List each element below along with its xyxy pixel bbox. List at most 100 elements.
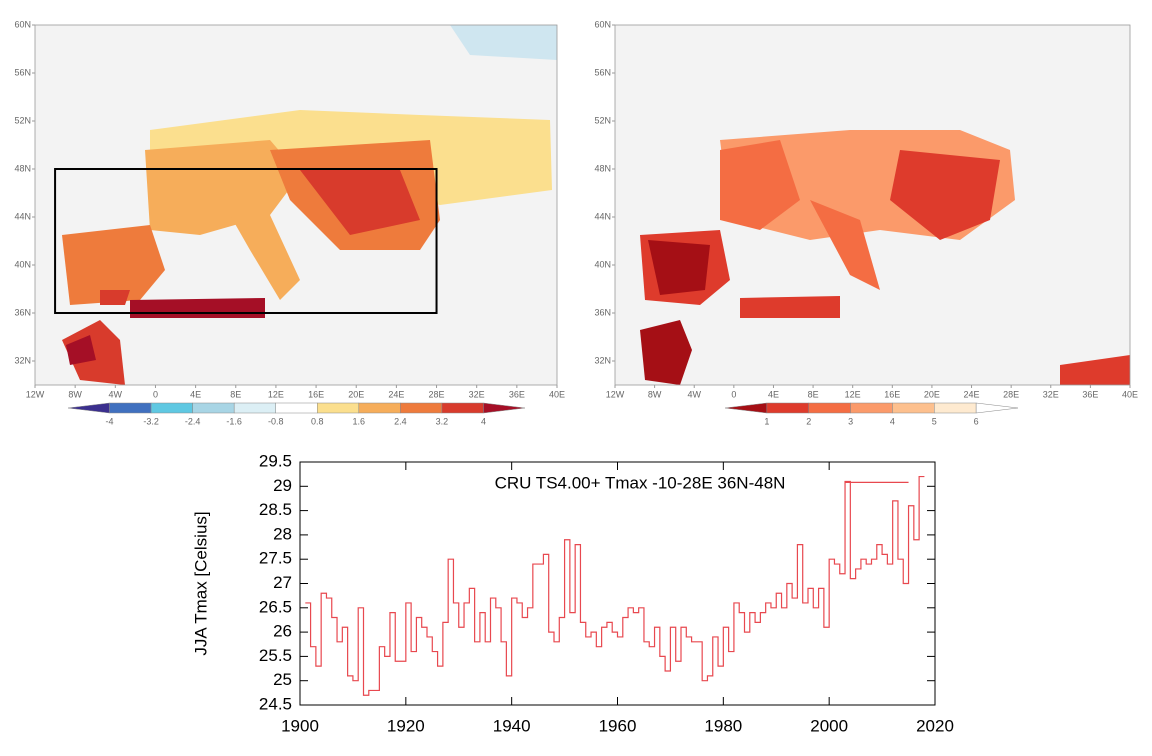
map-y-tick-label: 56N [14, 67, 31, 77]
y-tick-label: 29 [273, 476, 292, 495]
map-y-tick-label: 48N [14, 163, 31, 173]
y-tick-label: 26.5 [259, 597, 292, 616]
map-y-tick-label: 32N [594, 355, 611, 365]
map-y-tick-label: 44N [594, 211, 611, 221]
map-x-tick-label: 4E [768, 389, 779, 399]
map-x-tick-label: 24E [388, 389, 404, 399]
colorbar-label: 1 [764, 416, 769, 426]
colorbar-label: 3 [848, 416, 853, 426]
chart-title: CRU TS4.00+ Tmax -10-28E 36N-48N [495, 473, 786, 492]
map-x-tick-label: 20E [348, 389, 364, 399]
colorbar-label: 1.6 [353, 416, 366, 426]
colorbar-end [975, 402, 1019, 414]
map-y-tick-label: 60N [14, 19, 31, 29]
y-tick-label: 25 [273, 670, 292, 689]
colorbar-end [67, 402, 110, 414]
colorbar-bin [233, 402, 276, 414]
map-y-tick-label: 56N [594, 67, 611, 77]
map-y-tick-label: 40N [594, 259, 611, 269]
y-tick-label: 24.5 [259, 694, 292, 713]
y-tick-label: 29.5 [259, 451, 292, 470]
map-x-tick-label: 28E [1003, 389, 1019, 399]
colorbar-label: 4 [481, 416, 486, 426]
colorbar-label: -2.4 [185, 416, 201, 426]
colorbar-label: -3.2 [143, 416, 159, 426]
map-x-tick-label: 12E [268, 389, 284, 399]
y-tick-label: 28.5 [259, 500, 292, 519]
map-x-tick-label: 4E [190, 389, 201, 399]
map-frame [34, 24, 558, 386]
colorbar-bin [441, 402, 484, 414]
y-axis-label: JJA Tmax [Celsius] [191, 511, 210, 655]
colorbar-label: -1.6 [226, 416, 242, 426]
map-x-tick-label: 28E [429, 389, 445, 399]
map-x-tick-label: 40E [549, 389, 565, 399]
colorbar-label: -4 [106, 416, 114, 426]
colorbar-label: 2 [806, 416, 811, 426]
plot-frame [299, 461, 936, 706]
x-tick-label: 2020 [916, 716, 954, 735]
colorbar-bin [892, 402, 935, 414]
colorbar-label: 6 [974, 416, 979, 426]
colorbar-bin [358, 402, 401, 414]
y-tick-label: 28 [273, 524, 292, 543]
map-right-shading [615, 25, 1130, 385]
map-x-tick-label: 24E [964, 389, 980, 399]
map-x-tick-label: 0 [731, 389, 736, 399]
map-x-tick-label: 4W [687, 389, 701, 399]
map-x-tick-label: 4W [109, 389, 123, 399]
map-x-tick-label: 12E [845, 389, 861, 399]
map-y-tick-label: 52N [594, 115, 611, 125]
map-x-tick-label: 0 [153, 389, 158, 399]
colorbar-bin [150, 402, 193, 414]
colorbar-label: 3.2 [436, 416, 449, 426]
colorbar-bin [192, 402, 235, 414]
colorbar-bin [934, 402, 977, 414]
map-x-tick-label: 36E [509, 389, 525, 399]
map-x-tick-label: 8W [68, 389, 82, 399]
map-left-shading [35, 25, 557, 385]
colorbar-end [724, 402, 768, 414]
colorbar-label: -0.8 [268, 416, 284, 426]
map-x-tick-label: 8W [648, 389, 662, 399]
map-y-tick-label: 52N [14, 115, 31, 125]
x-tick-label: 1980 [704, 716, 742, 735]
colorbar-bin [317, 402, 360, 414]
colorbar-bin [400, 402, 443, 414]
map-x-tick-label: 12W [606, 389, 625, 399]
map-x-tick-label: 8E [808, 389, 819, 399]
map-y-tick-label: 32N [14, 355, 31, 365]
map-y-tick-label: 36N [594, 307, 611, 317]
x-tick-label: 1940 [493, 716, 531, 735]
colorbar-label: 0.8 [311, 416, 324, 426]
y-tick-label: 26 [273, 622, 292, 641]
y-tick-label: 27 [273, 573, 292, 592]
x-tick-label: 1960 [599, 716, 637, 735]
colorbar-bin [275, 402, 318, 414]
map-y-tick-label: 44N [14, 211, 31, 221]
region-box [54, 168, 438, 314]
map-x-tick-label: 8E [230, 389, 241, 399]
map-x-tick-label: 40E [1122, 389, 1138, 399]
y-tick-label: 25.5 [259, 646, 292, 665]
map-x-tick-label: 32E [469, 389, 485, 399]
map-x-tick-label: 16E [884, 389, 900, 399]
map-y-tick-label: 40N [14, 259, 31, 269]
x-tick-label: 1920 [387, 716, 425, 735]
colorbar-label: 5 [932, 416, 937, 426]
series-line [305, 475, 925, 696]
colorbar-bin [850, 402, 893, 414]
map-y-tick-label: 48N [594, 163, 611, 173]
map-x-tick-label: 20E [924, 389, 940, 399]
colorbar-label: 4 [890, 416, 895, 426]
colorbar-end [483, 402, 526, 414]
map-x-tick-label: 16E [308, 389, 324, 399]
colorbar-bin [808, 402, 851, 414]
map-x-tick-label: 36E [1082, 389, 1098, 399]
x-tick-label: 1900 [281, 716, 319, 735]
x-tick-label: 2000 [810, 716, 848, 735]
colorbar-label: 2.4 [394, 416, 407, 426]
colorbar-bin [109, 402, 152, 414]
map-y-tick-label: 36N [14, 307, 31, 317]
